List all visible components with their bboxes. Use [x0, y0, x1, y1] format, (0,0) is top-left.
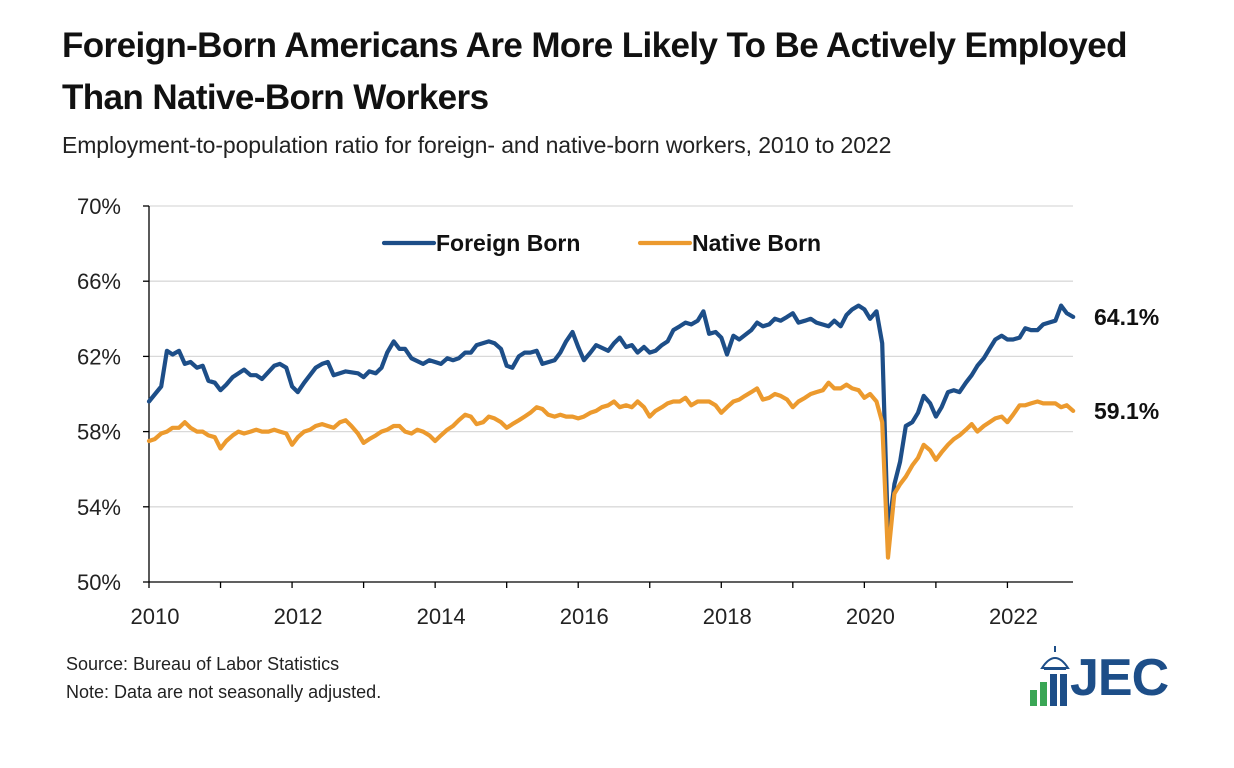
x-tick-label: 2020: [846, 604, 895, 629]
legend-label-native-born: Native Born: [692, 230, 821, 256]
y-tick-label: 70%: [77, 194, 121, 219]
legend-label-foreign-born: Foreign Born: [436, 230, 580, 256]
end-label-foreign-born: 64.1%: [1094, 304, 1159, 330]
source-note: Source: Bureau of Labor Statistics: [66, 654, 340, 674]
y-tick-label: 50%: [77, 570, 121, 595]
x-tick-label: 2022: [989, 604, 1038, 629]
chart-notes: Source: Bureau of Labor Statistics Note:…: [66, 650, 381, 706]
end-label-native-born: 59.1%: [1094, 398, 1159, 424]
y-tick-label: 58%: [77, 420, 121, 445]
legend: Foreign Born Native Born: [381, 230, 821, 256]
y-tick-label: 62%: [77, 344, 121, 369]
jec-logo: JEC: [1024, 646, 1176, 712]
logo-text: JEC: [1070, 649, 1169, 707]
chart-title: Foreign-Born Americans Are More Likely T…: [62, 26, 1128, 117]
series-line-foreign-born: [146, 303, 1076, 538]
end-labels: 64.1% 59.1%: [1094, 304, 1159, 424]
series-line-native-born: [146, 380, 1076, 560]
axes: 50% 54% 58% 62% 66% 70% 2010 2012 2014 2016 2018 20…: [77, 194, 1073, 629]
x-tick-label: 2016: [560, 604, 609, 629]
x-tick-label: 2018: [703, 604, 752, 629]
x-tick-label: 2012: [274, 604, 323, 629]
gridlines: [149, 205, 1073, 508]
y-tick-label: 54%: [77, 495, 121, 520]
y-tick-label: 66%: [77, 269, 121, 294]
x-tick-label: 2014: [417, 604, 466, 629]
capitol-bars-icon: [1030, 646, 1070, 706]
data-note: Note: Data are not seasonally adjusted.: [66, 682, 382, 702]
series-lines: [146, 303, 1076, 560]
x-tick-label: 2010: [131, 604, 180, 629]
chart-subtitle: Employment-to-population ratio for forei…: [62, 132, 892, 158]
